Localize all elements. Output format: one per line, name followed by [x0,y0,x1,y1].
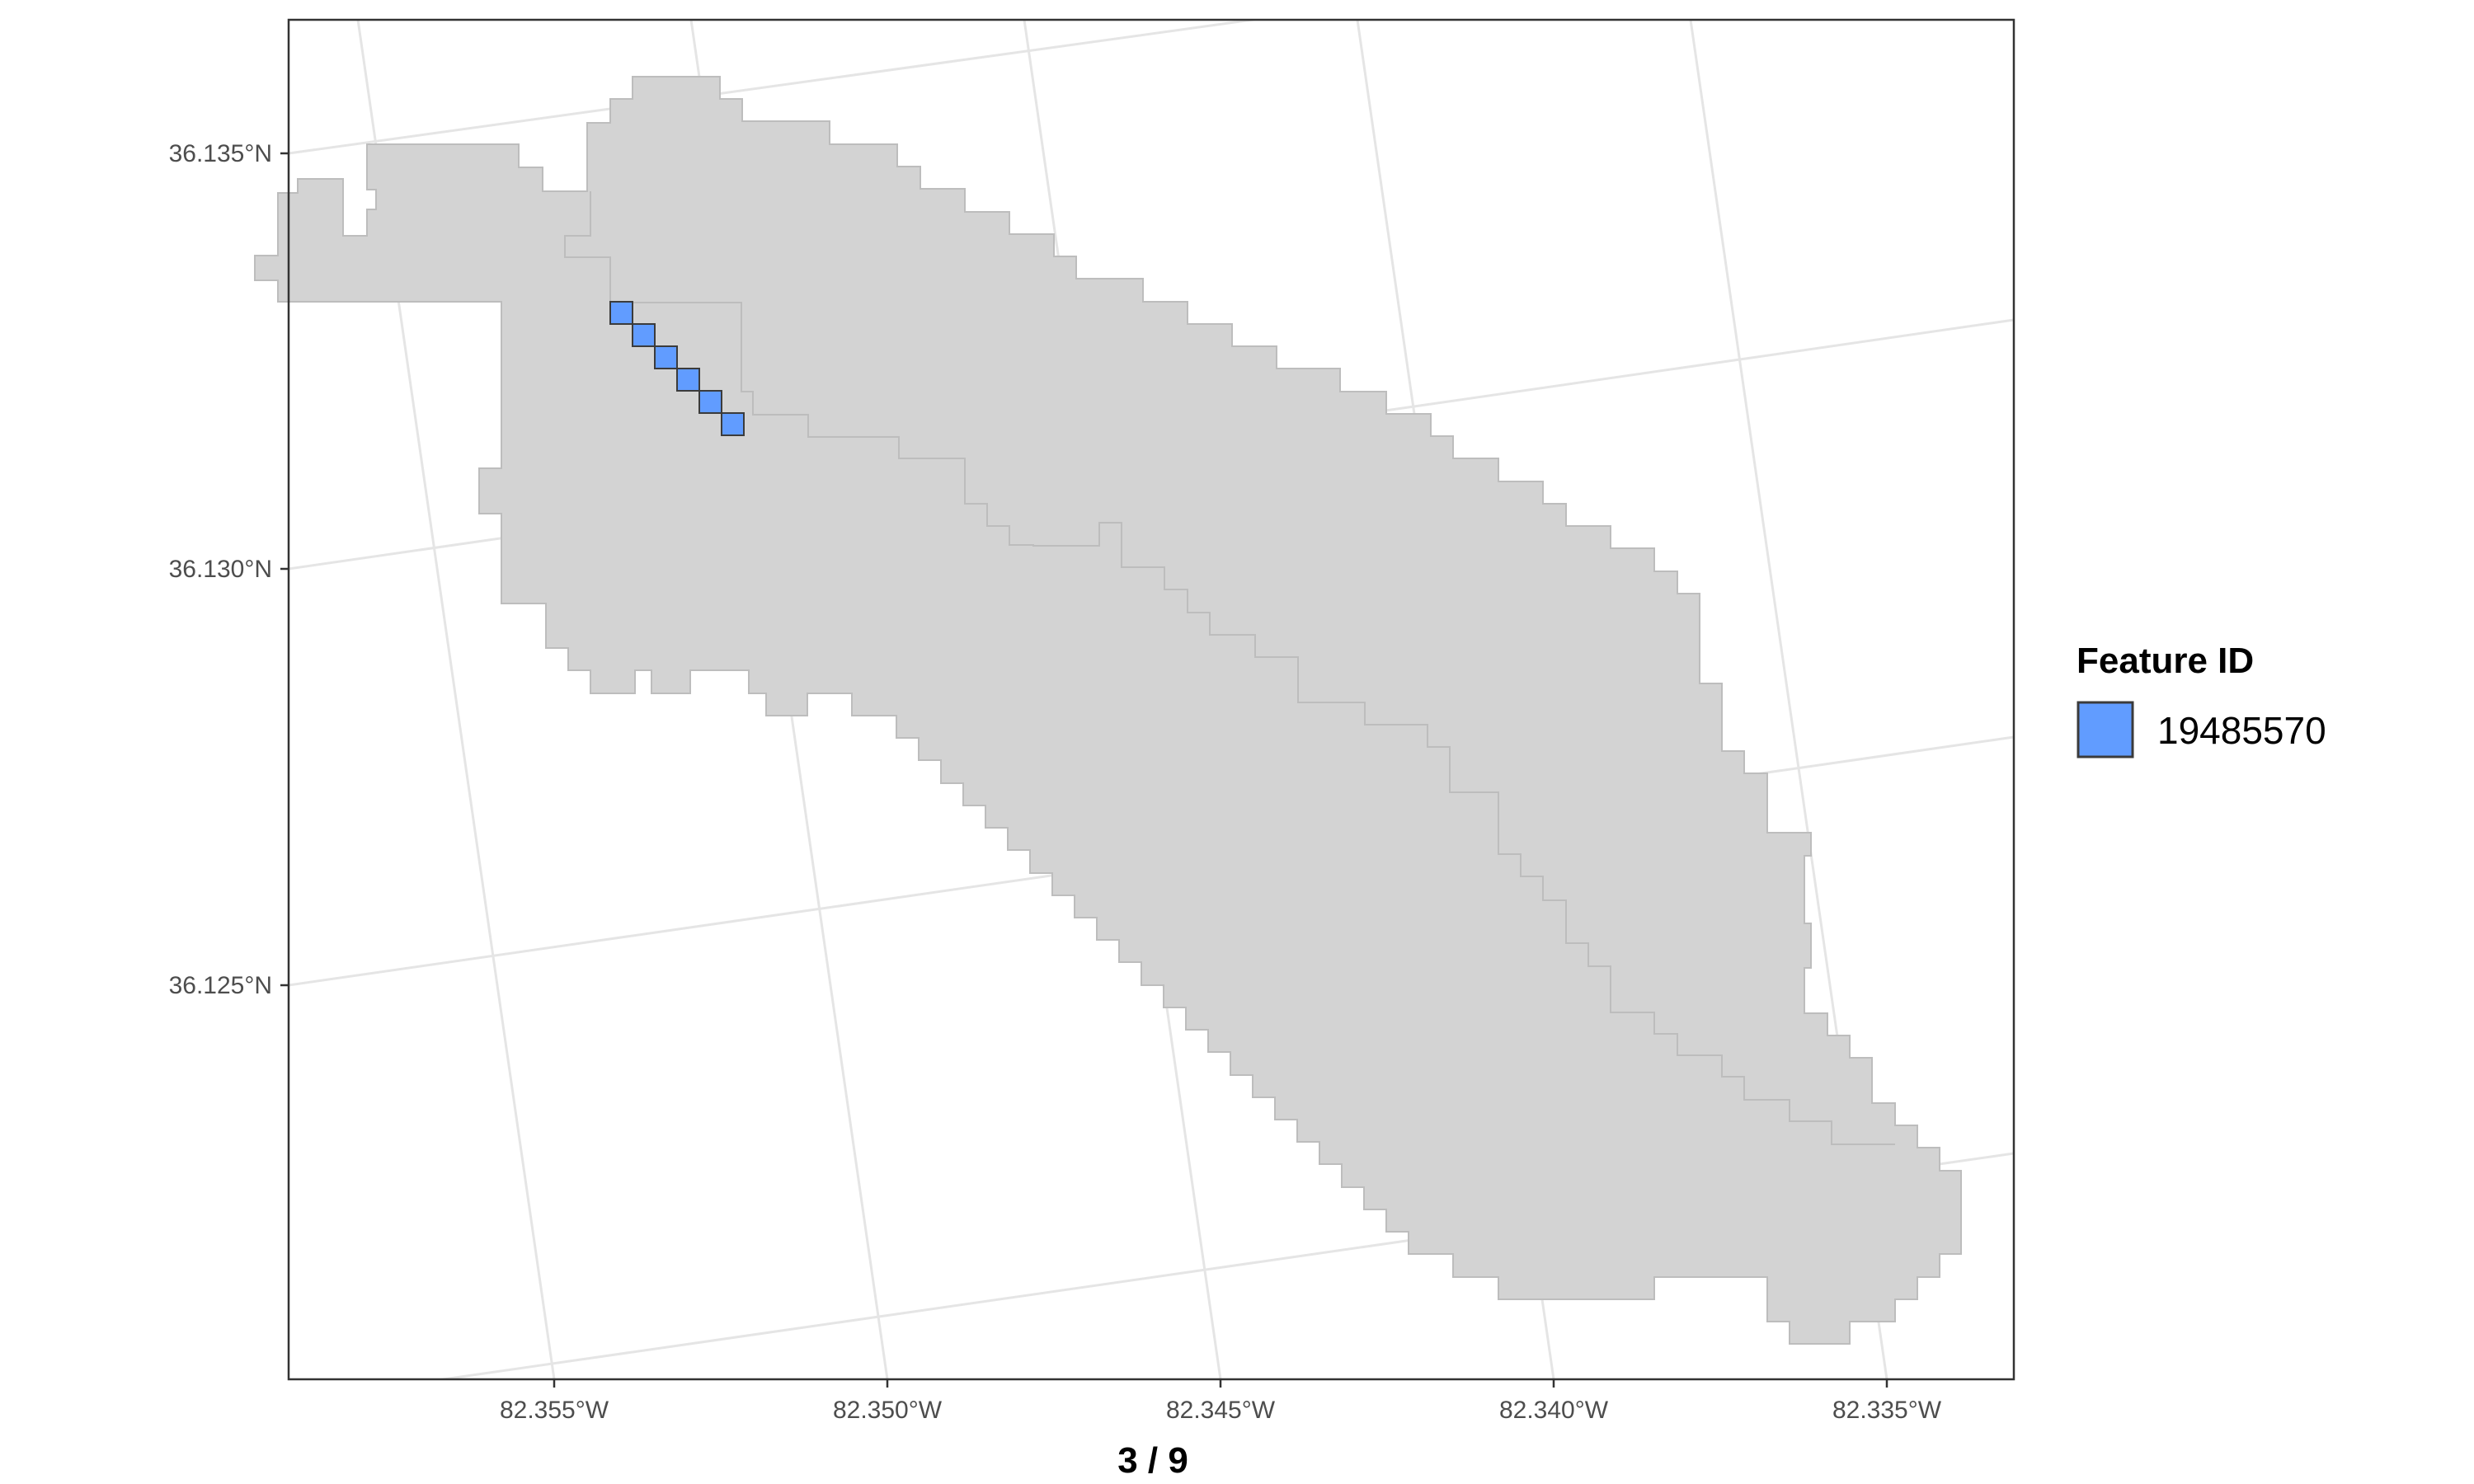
highlight-cell [609,301,633,325]
x-tick-label: 82.340°W [1499,1397,1609,1424]
y-tick-label: 36.135°N [169,140,272,167]
y-tick-label: 36.130°N [169,556,272,583]
legend-title: Feature ID [2077,641,2254,681]
watershed-basin [254,76,1962,1345]
highlight-cell [698,390,722,414]
graticule-parallel [289,20,1262,155]
feature-19485570-cells [609,301,745,436]
x-tick-label: 82.345°W [1166,1397,1276,1424]
map-panel-border [287,18,2015,1381]
legend-key-swatch [2077,701,2134,758]
y-axis [280,152,289,987]
y-tick-label: 36.125°N [169,972,272,999]
highlight-cell [632,323,656,347]
highlight-cell [654,345,678,369]
x-axis [553,1379,1888,1388]
x-tick-label: 82.350°W [833,1397,943,1424]
stream-boundary-line [564,191,1895,1145]
legend: Feature ID 19485570 [2077,641,2326,758]
legend-item-label: 19485570 [2157,709,2326,752]
x-tick-label: 82.335°W [1832,1397,1942,1424]
highlight-cell [721,412,745,436]
page-indicator: 3 / 9 [1117,1440,1188,1481]
highlight-cell [676,368,700,392]
x-tick-label: 82.355°W [500,1397,609,1424]
